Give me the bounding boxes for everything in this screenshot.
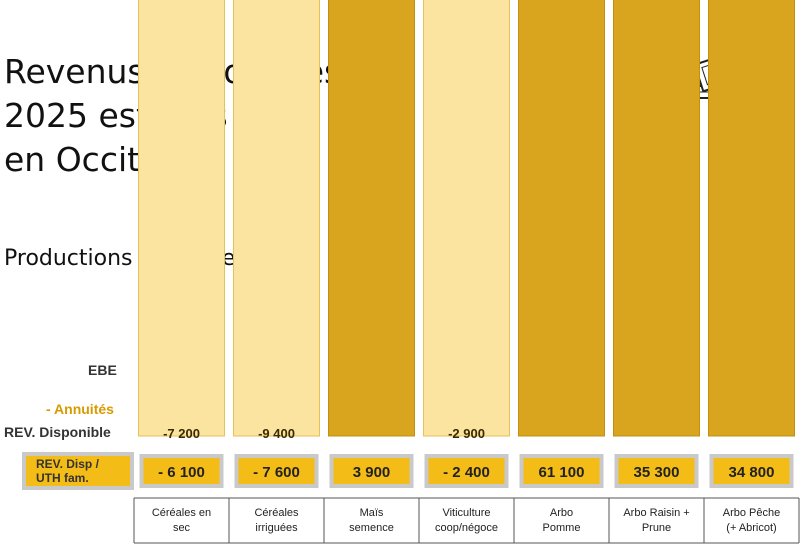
label-revenu-0: -7 200 — [163, 426, 200, 441]
rev-uth-value-2: 3 900 — [353, 464, 391, 481]
row-label-annuites: - Annuités — [46, 401, 114, 417]
rev-uth-value-0: - 6 100 — [158, 464, 205, 481]
category-label-5-line1: Arbo Raisin + — [623, 507, 689, 519]
bar-revenu-6 — [708, 0, 795, 437]
rev-uth-box-5 — [614, 454, 699, 488]
row-label-rev-disponible: REV. Disponible — [4, 424, 111, 440]
category-label-0-line1: Céréales en — [152, 507, 211, 519]
rev-uth-value-1: - 7 600 — [253, 464, 300, 481]
rev-uth-box-0 — [139, 454, 224, 488]
bar-revenu-2 — [328, 0, 415, 437]
rev-uth-box-4 — [519, 454, 604, 488]
category-label-6-line1: Arbo Pêche — [723, 507, 780, 519]
rev-uth-value-6: 34 800 — [729, 464, 775, 481]
bar-revenu-4 — [518, 0, 605, 437]
category-label-2-line1: Maïs — [360, 507, 384, 519]
rev-disp-uth-label-box: REV. Disp / UTH fam. — [22, 452, 134, 490]
label-revenu-1: -9 400 — [258, 426, 295, 441]
rev-uth-box-1 — [234, 454, 319, 488]
rev-uth-box-6 — [709, 454, 794, 488]
category-label-1-line2: irriguées — [255, 522, 298, 534]
bar-revenu-5 — [613, 0, 700, 437]
row-label-ebe: EBE — [88, 362, 117, 378]
bar-annuites-0 — [138, 0, 225, 437]
rev-uth-box-2 — [329, 454, 414, 488]
bar-annuites-1 — [233, 0, 320, 437]
category-label-0-line2: sec — [173, 522, 191, 534]
category-label-3-line2: coop/négoce — [435, 522, 498, 534]
rev-uth-value-5: 35 300 — [634, 464, 680, 481]
category-label-3-line1: Viticulture — [442, 507, 490, 519]
category-label-4-line1: Arbo — [550, 507, 573, 519]
rev-disp-uth-label-line-2: UTH fam. — [36, 471, 89, 485]
rev-uth-value-4: 61 100 — [539, 464, 585, 481]
category-label-4-line2: Pomme — [543, 522, 581, 534]
rev-uth-value-3: - 2 400 — [443, 464, 490, 481]
category-label-2-line2: semence — [349, 522, 394, 534]
bar-annuites-3 — [423, 0, 510, 437]
rev-disp-uth-label-line-1: REV. Disp / — [36, 457, 99, 471]
category-label-1-line1: Céréales — [254, 507, 299, 519]
category-label-5-line2: Prune — [642, 522, 671, 534]
category-label-6-line2: (+ Abricot) — [726, 522, 776, 534]
rev-uth-box-3 — [424, 454, 509, 488]
label-revenu-3: -2 900 — [448, 426, 485, 441]
